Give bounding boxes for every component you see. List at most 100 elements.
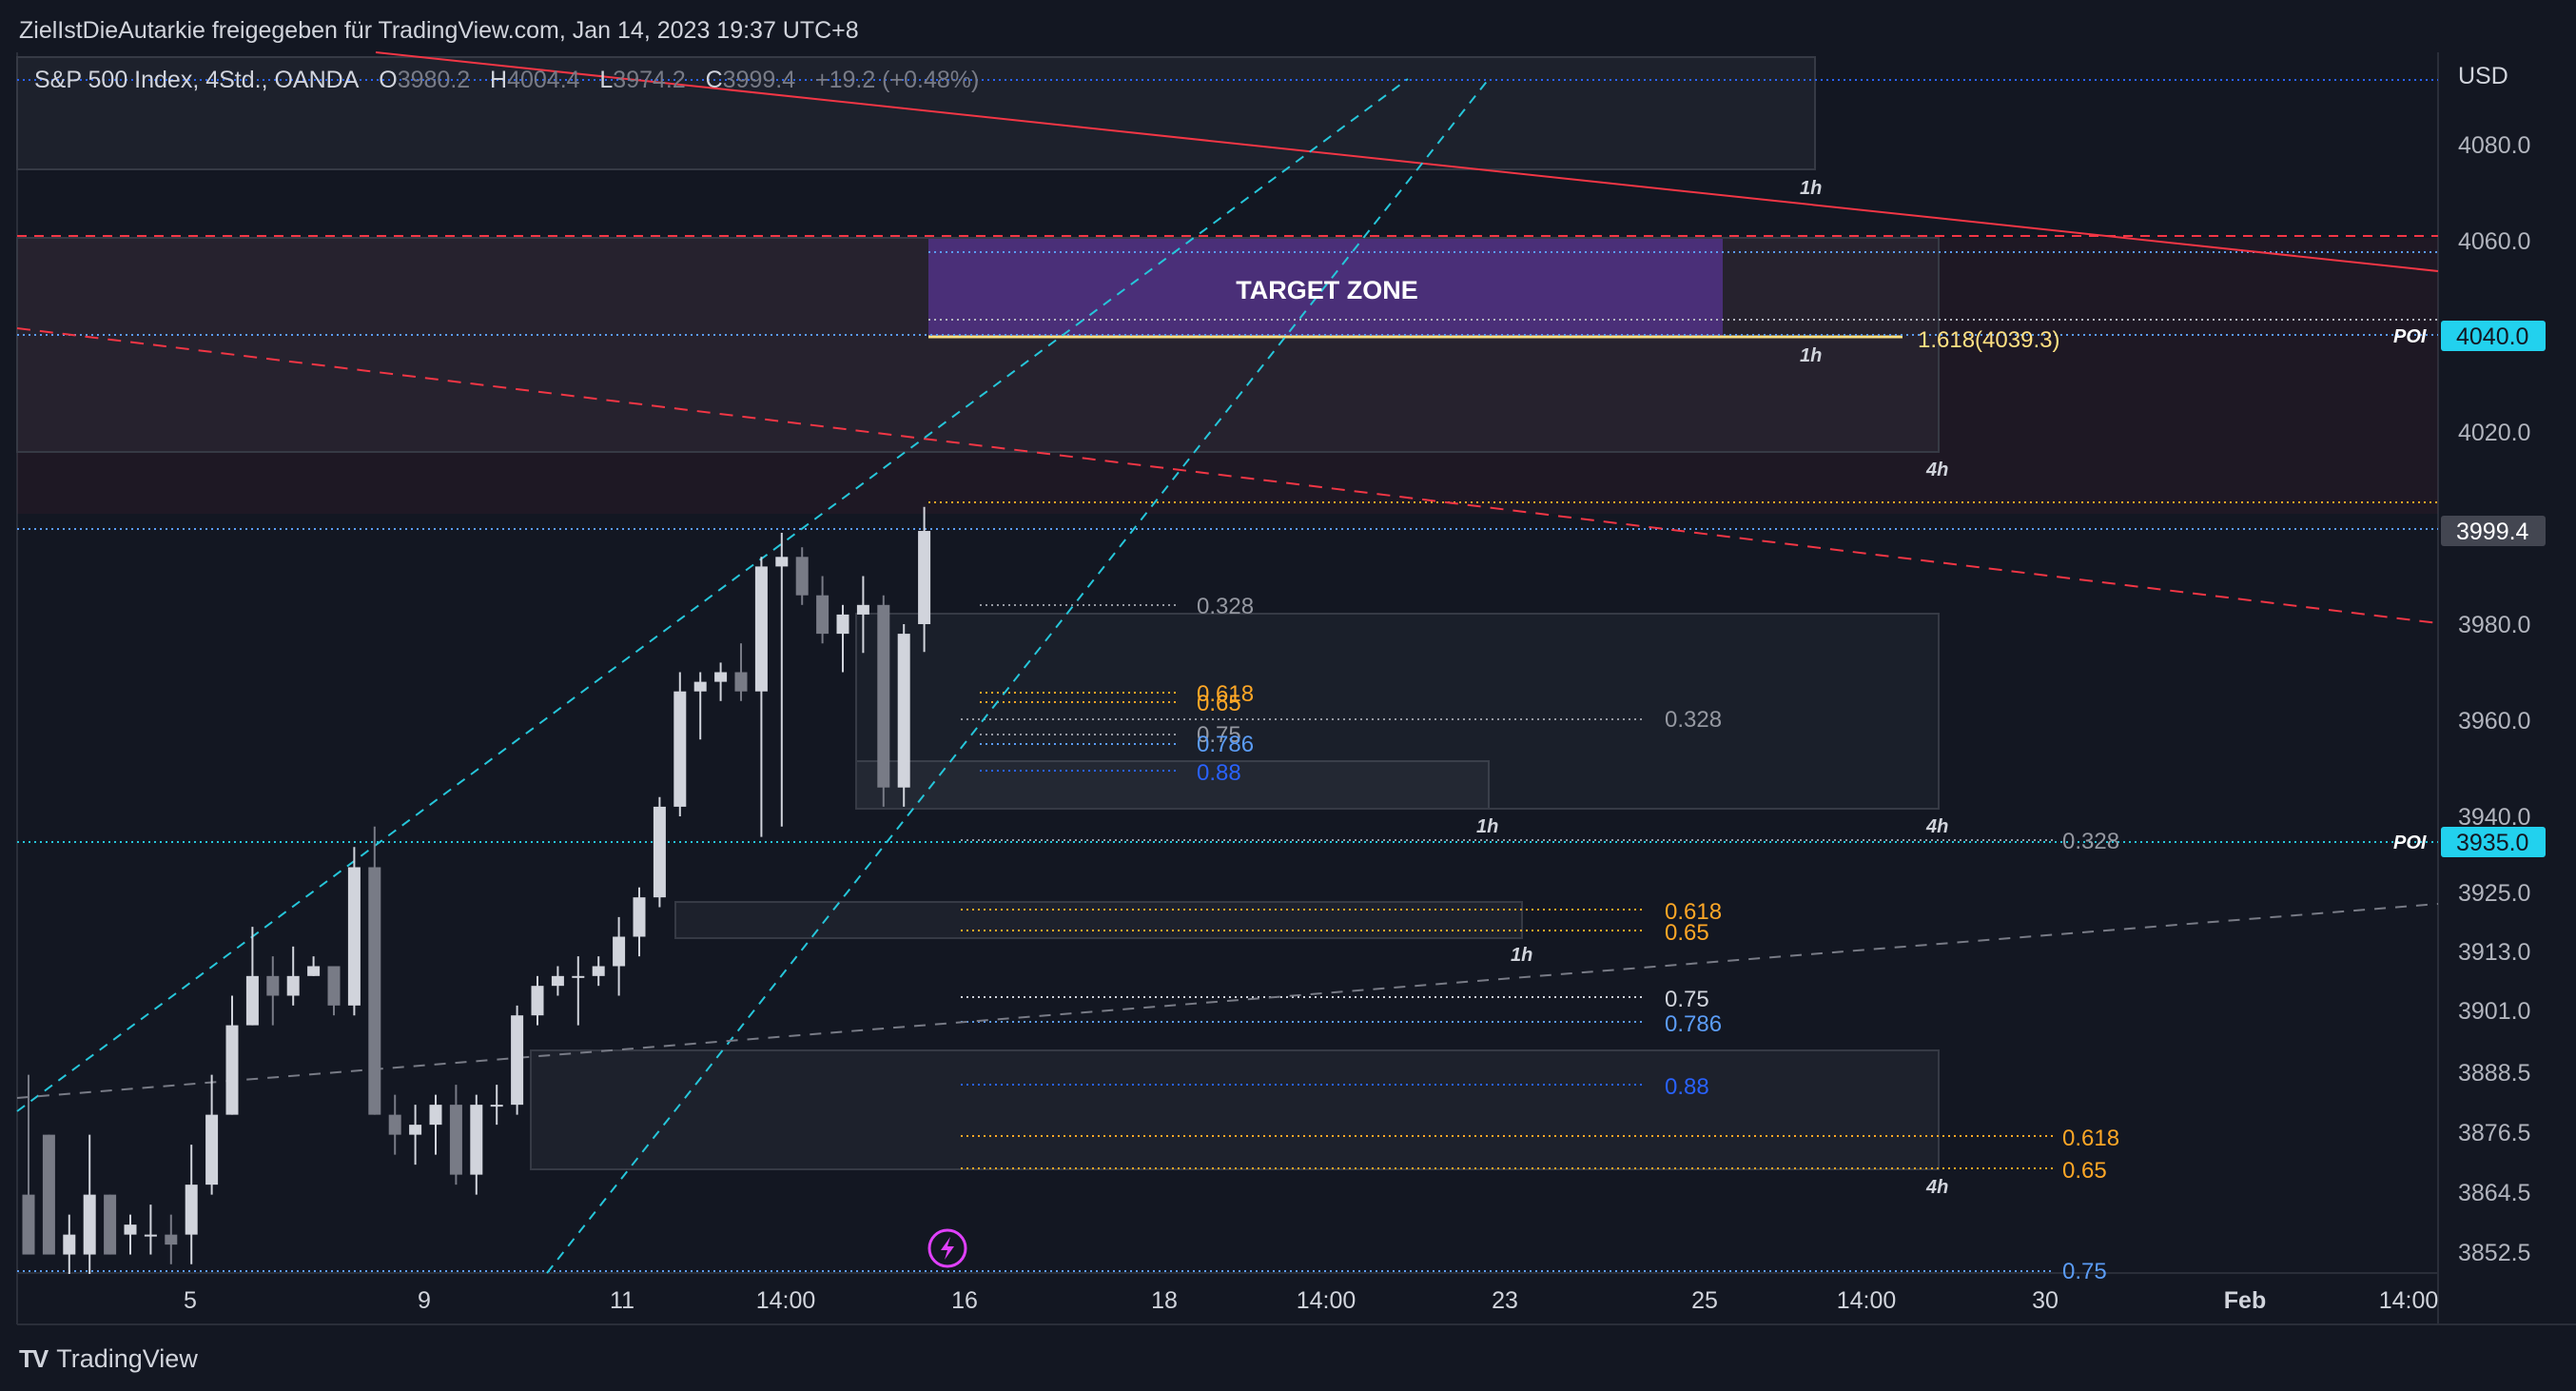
candle-body xyxy=(165,1234,178,1245)
fib-target-label: 1.618(4039.3) xyxy=(1918,327,2059,353)
tradingview-brand[interactable]: TV TradingView xyxy=(19,1344,198,1374)
y-tick-label: 3913.0 xyxy=(2458,939,2530,966)
candle-body xyxy=(347,867,361,1006)
timeframe-label: 1h xyxy=(1476,816,1498,837)
candle-body xyxy=(877,604,890,788)
x-tick-label: 25 xyxy=(1691,1287,1718,1314)
x-tick-label: 23 xyxy=(1492,1287,1518,1314)
low-label: L xyxy=(599,67,614,93)
candle-body xyxy=(653,806,666,898)
high-value: 4004.4 xyxy=(507,67,580,93)
candle-body xyxy=(816,595,829,635)
candle-body xyxy=(775,557,789,567)
candle-body xyxy=(22,1194,35,1255)
candle-body xyxy=(83,1194,96,1255)
x-tick-label: 16 xyxy=(951,1287,978,1314)
fib-level-label: 0.88 xyxy=(1665,1074,1709,1100)
share-header: ZielIstDieAutarkie freigegeben für Tradi… xyxy=(19,17,859,44)
x-tick-label: 18 xyxy=(1151,1287,1178,1314)
annotations: TARGET ZONE 1.618(4039.3) POI POI 1h 1h 4h 1h 4h… xyxy=(1197,178,2427,1284)
candle-body xyxy=(918,531,931,624)
x-tick-label: 11 xyxy=(610,1287,634,1314)
y-tick-label: 3901.0 xyxy=(2458,998,2530,1025)
y-tick-label: 3935.0 xyxy=(2456,830,2528,856)
timeframe-label: 4h xyxy=(1925,816,1948,837)
y-tick-label: 3925.0 xyxy=(2458,880,2530,907)
lightning-icon[interactable] xyxy=(927,1228,967,1268)
zone-1h-low xyxy=(674,901,1523,939)
fib-level-label: 0.75 xyxy=(1197,722,1241,748)
fib-level-label: 0.88 xyxy=(1197,760,1241,786)
y-tick-label: 3852.5 xyxy=(2458,1240,2530,1266)
y-tick-label: 4040.0 xyxy=(2456,323,2528,350)
candle-body xyxy=(185,1185,198,1235)
y-tick-label: 3876.5 xyxy=(2458,1120,2530,1146)
symbol-legend: S&P 500 Index, 4Std., OANDA O3980.2 H400… xyxy=(34,67,979,94)
y-tick-label: 3888.5 xyxy=(2458,1060,2530,1087)
price-badge-poi xyxy=(2441,321,2546,351)
fib-level-label: 0.786 xyxy=(1665,1011,1722,1037)
candle-body xyxy=(470,1105,483,1175)
tradingview-logo-icon: TV xyxy=(19,1344,49,1373)
candle-body xyxy=(409,1125,422,1135)
y-tick-label: 3940.0 xyxy=(2458,804,2530,831)
timeframe-label: 4h xyxy=(1925,460,1948,480)
candle-body xyxy=(490,1105,503,1107)
candle-body xyxy=(449,1105,462,1175)
zone-4h-low xyxy=(530,1049,1940,1170)
candle-body xyxy=(633,897,646,937)
candle-body xyxy=(307,966,321,976)
time-axis[interactable]: 5 9 11 14:00 16 18 14:00 23 25 14:00 30 Feb 14:00 xyxy=(184,1287,2438,1314)
x-tick-label: 30 xyxy=(2032,1287,2059,1314)
candle-body xyxy=(551,975,564,987)
x-tick-label: 14:00 xyxy=(756,1287,816,1314)
high-label: H xyxy=(490,67,508,93)
timeframe-label: 4h xyxy=(1925,1177,1948,1198)
x-tick-label: 14:00 xyxy=(1837,1287,1897,1314)
change-value: +19.2 (+0.48%) xyxy=(814,67,980,93)
y-tick-label: 3999.4 xyxy=(2456,519,2529,545)
candles-group xyxy=(22,506,931,1274)
candle-body xyxy=(754,566,768,692)
fib-level-label: 0.65 xyxy=(1665,920,1709,946)
candle-body xyxy=(613,936,626,967)
candle-body xyxy=(124,1224,137,1235)
x-tick-label: Feb xyxy=(2224,1287,2266,1314)
poi-label: POI xyxy=(2393,833,2427,853)
x-tick-label: 5 xyxy=(184,1287,197,1314)
candle-body xyxy=(42,1134,55,1255)
x-tick-label: 9 xyxy=(418,1287,431,1314)
fib-level-label: 0.65 xyxy=(1197,691,1241,716)
candle-body xyxy=(795,557,809,596)
candle-body xyxy=(245,975,259,1026)
candle-body xyxy=(897,634,910,788)
symbol-name: S&P 500 Index, 4Std., OANDA xyxy=(34,67,360,93)
price-axis[interactable]: USD 4080.0 4060.0 4040.0 4020.0 3999.4 3980.0 3… xyxy=(2441,63,2546,1266)
close-label: C xyxy=(705,67,723,93)
candle-body xyxy=(714,672,728,682)
candle-body xyxy=(266,975,280,996)
fib-level-label: 0.618 xyxy=(2062,1126,2119,1151)
fib-level-label: 0.786 xyxy=(1197,732,1254,757)
timeframe-label: 1h xyxy=(1511,945,1532,966)
fib-level-label: 0.75 xyxy=(1665,987,1709,1012)
x-tick-label: 14:00 xyxy=(1297,1287,1356,1314)
fib-level-label: 0.75 xyxy=(2062,1259,2107,1284)
candle-body xyxy=(63,1234,76,1255)
fib-level-label: 0.328 xyxy=(1665,707,1722,733)
target-zone-box xyxy=(928,239,1723,338)
price-badge-poi xyxy=(2441,827,2546,857)
candle-body xyxy=(205,1114,219,1185)
candle-body xyxy=(693,681,707,692)
timeframe-label: 1h xyxy=(1800,178,1822,199)
candle-body xyxy=(836,614,849,635)
fib-level-label: 0.328 xyxy=(2062,829,2119,854)
candle-body xyxy=(734,672,748,692)
candle-body xyxy=(144,1234,157,1237)
close-value: 3999.4 xyxy=(722,67,796,93)
y-tick-label: 3980.0 xyxy=(2458,612,2530,638)
trend-lines xyxy=(16,51,2439,1274)
brand-name: TradingView xyxy=(56,1344,198,1373)
y-tick-label: 3864.5 xyxy=(2458,1180,2530,1206)
